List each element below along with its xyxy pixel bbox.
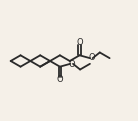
Text: O: O <box>57 75 63 84</box>
Text: O: O <box>68 60 75 69</box>
Text: O: O <box>76 38 83 47</box>
Text: O: O <box>88 53 95 62</box>
